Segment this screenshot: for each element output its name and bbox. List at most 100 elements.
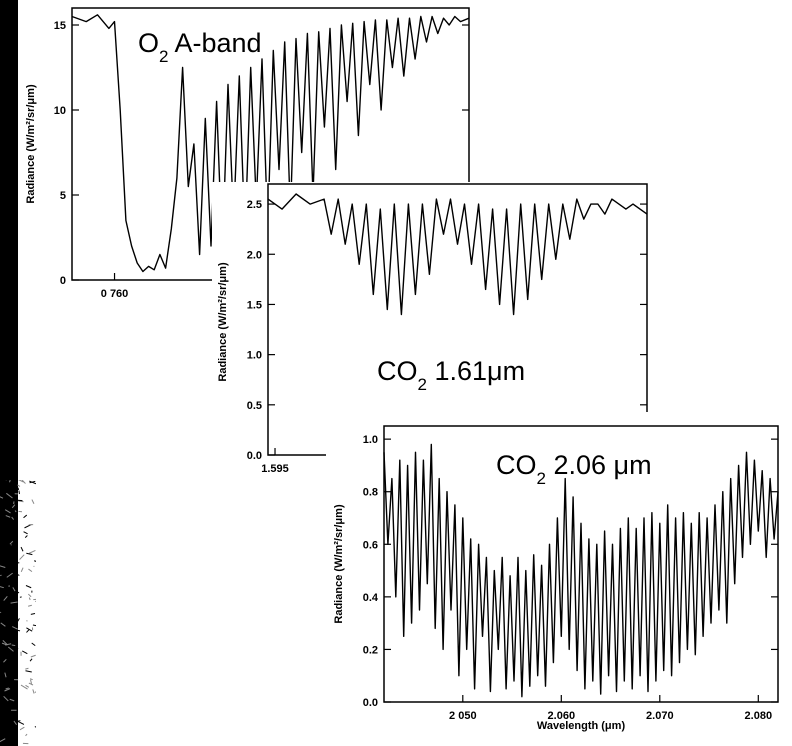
noise-stroke [2,604,10,609]
noise-stroke [26,629,30,633]
y-tick-label: 0.4 [363,592,379,604]
noise-stroke [5,519,11,522]
noise-stroke [1,676,3,679]
plot-frame [383,425,779,703]
noise-stroke [27,593,32,598]
noise-stroke [21,650,28,655]
x-tick-label: 2.080 [745,710,773,722]
chart-title: CO2 2.06 μm [496,450,652,488]
noise-stroke [5,676,9,682]
noise-stroke [4,615,8,621]
noise-stroke [0,515,4,518]
noise-stroke [5,515,11,518]
y-tick-label: 0.2 [363,644,378,656]
noise-stroke [10,546,15,551]
noise-stroke [12,654,15,658]
x-tick-label: 2 050 [449,710,477,722]
noise-stroke [5,687,10,690]
noise-stroke [9,698,15,702]
noise-stroke [30,679,33,685]
noise-stroke [18,500,24,503]
noise-stroke [34,560,36,562]
noise-stroke [9,633,13,639]
noise-stroke [13,720,17,725]
x-tick-label: 0 760 [101,288,129,300]
noise-stroke [11,644,16,647]
noise-stroke [29,658,33,662]
x-axis-title: Wavelength (μm) [537,720,626,732]
chart-title: O2 A-band [138,28,262,66]
noise-stroke [30,613,36,615]
noise-stroke [28,597,31,601]
y-tick-label: 0.5 [247,400,262,412]
noise-stroke [28,568,33,573]
noise-stroke [6,571,11,575]
noise-stroke [4,688,11,692]
noise-stroke [14,510,17,513]
noise-stroke [29,549,36,554]
noise-stroke [12,647,19,653]
y-tick-label: 5 [60,190,66,202]
noise-stroke [3,658,7,663]
noise-stroke [25,733,28,737]
y-tick-label: 2.5 [247,199,262,211]
noise-stroke [13,676,17,682]
noise-stroke [31,642,36,647]
chart-svg-co2-2-06: Radiance (W/m²/sr/μm) Wavelength (μm) CO… [333,425,779,732]
noise-stroke [12,626,18,630]
noise-stroke [11,516,15,520]
noise-stroke [8,689,15,694]
noise-stroke [29,678,33,681]
noise-stroke [6,572,13,578]
noise-stroke [3,595,8,601]
noise-stroke [23,531,28,535]
noise-stroke [14,629,21,632]
noise-stroke [10,601,18,604]
noise-stroke [12,587,16,592]
chart-title: CO2 1.61μm [377,356,525,394]
noise-stroke [10,728,13,733]
x-tick-label: 1.595 [261,463,289,475]
noise-stroke [11,504,16,509]
y-tick-label: 1.0 [247,350,262,362]
y-tick-label: 2.0 [247,249,262,261]
noise-stroke [8,670,11,673]
y-tick-label: 1.0 [363,434,378,446]
noise-stroke [1,516,7,520]
noise-stroke [15,499,23,502]
noise-stroke [25,667,29,670]
noise-stroke [6,492,13,499]
noise-stroke [25,585,32,589]
y-axis-title: Radiance (W/m²/sr/μm) [333,504,345,624]
noise-stroke [9,683,13,689]
spectrum-line [267,193,648,316]
y-tick-label: 0.0 [247,450,262,462]
noise-stroke [25,670,32,673]
noise-stroke [2,634,10,638]
x-tick-label: 2.070 [646,710,674,722]
noise-stroke [20,684,28,690]
noise-stroke [12,571,20,576]
noise-stroke [19,554,25,560]
noise-stroke [34,726,36,728]
noise-stroke [27,604,32,607]
noise-stroke [25,684,30,688]
noise-stroke [9,540,14,545]
noise-stroke [18,721,25,725]
y-tick-label: 0.6 [363,539,378,551]
noise-stroke [5,621,9,626]
noise-stroke [32,624,36,627]
noise-stroke [3,685,10,688]
noise-stroke [17,484,21,487]
y-tick-label: 10 [54,105,66,117]
noise-stroke [13,591,20,597]
noise-stroke [20,567,24,572]
y-axis-title: Radiance (W/m²/sr/μm) [217,262,229,382]
noise-stroke [5,503,8,506]
noise-stroke [0,496,4,499]
noise-stroke [18,490,20,495]
noise-stroke [34,691,36,693]
noise-stroke [0,738,6,743]
noise-stroke [23,514,28,519]
noise-stroke [7,646,15,652]
